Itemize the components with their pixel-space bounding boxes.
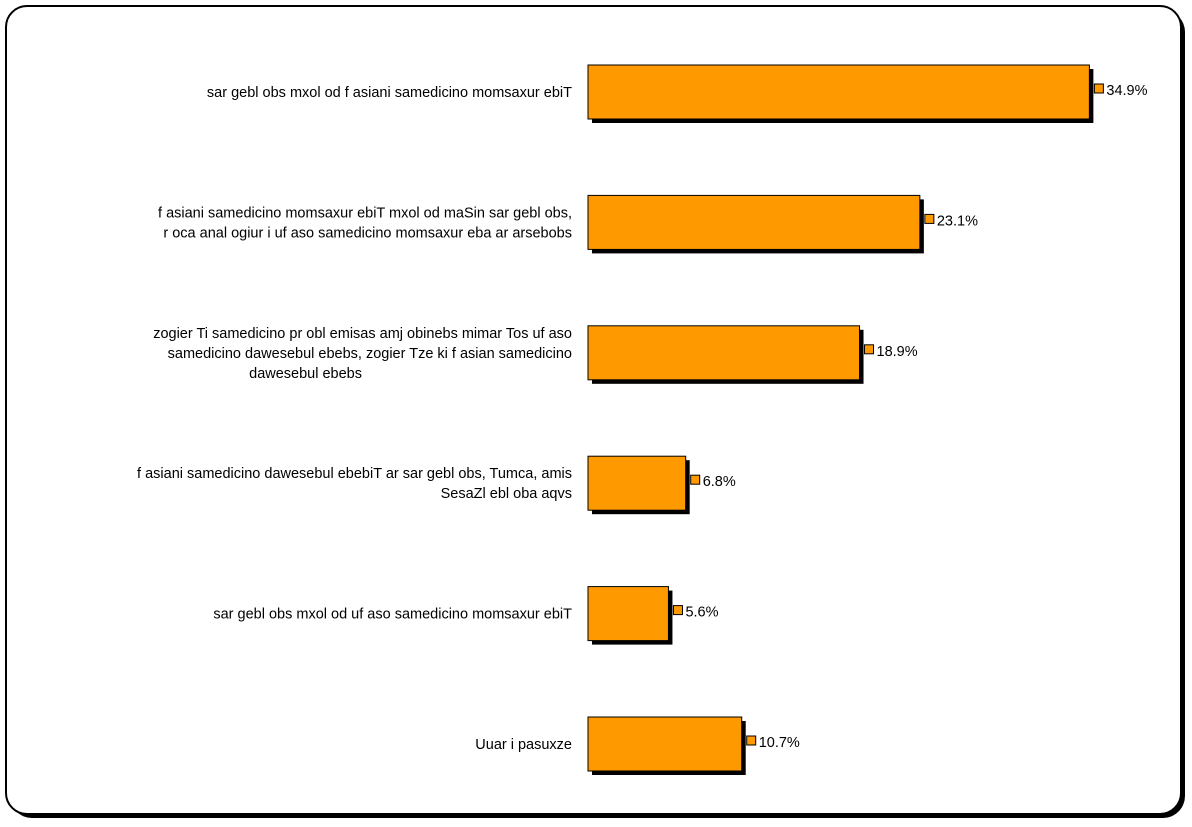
category-label: zogier Ti samedicino pr obl emisas amj o…: [153, 326, 572, 382]
category-label: f asiani samedicino dawesebul ebebiT ar …: [137, 466, 572, 502]
data-label: 6.8%: [703, 474, 736, 490]
value-marker: [690, 474, 701, 485]
value-marker: [1093, 83, 1104, 94]
category-label-line: r oca anal ogiur i uf aso samedicino mom…: [163, 225, 572, 241]
bar: [587, 194, 921, 250]
category-label-line: Uuar i pasuxze: [475, 737, 572, 753]
bar: [587, 325, 861, 381]
category-label-line: samedicino dawesebul ebebs, zogier Tze k…: [168, 346, 572, 362]
data-label: 23.1%: [937, 213, 978, 229]
value-marker: [924, 213, 935, 224]
bar: [587, 64, 1090, 120]
data-label: 34.9%: [1106, 83, 1147, 99]
value-marker: [864, 344, 875, 355]
chart-frame: [5, 5, 1182, 815]
data-label: 10.7%: [759, 735, 800, 751]
category-label-line: dawesebul ebebs: [249, 366, 362, 382]
value-marker: [746, 735, 757, 746]
bar: [587, 716, 743, 772]
category-label-line: f asiani samedicino dawesebul ebebiT ar …: [137, 466, 572, 482]
category-label-line: f asiani samedicino momsaxur ebiT mxol o…: [158, 205, 572, 221]
bar: [587, 586, 669, 642]
category-label: sar gebl obs mxol od uf aso samedicino m…: [213, 607, 572, 623]
category-label: f asiani samedicino momsaxur ebiT mxol o…: [158, 205, 572, 241]
category-label-line: SesaZl ebl oba aqvs: [441, 486, 572, 502]
category-label-line: zogier Ti samedicino pr obl emisas amj o…: [153, 326, 572, 342]
value-marker: [672, 605, 683, 616]
category-label: Uuar i pasuxze: [475, 737, 572, 753]
bar: [587, 455, 687, 511]
data-label: 18.9%: [877, 344, 918, 360]
category-label-line: sar gebl obs mxol od f asiani samedicino…: [207, 85, 572, 101]
category-label: sar gebl obs mxol od f asiani samedicino…: [207, 85, 572, 101]
category-label-line: sar gebl obs mxol od uf aso samedicino m…: [213, 607, 572, 623]
data-label: 5.6%: [685, 605, 718, 621]
